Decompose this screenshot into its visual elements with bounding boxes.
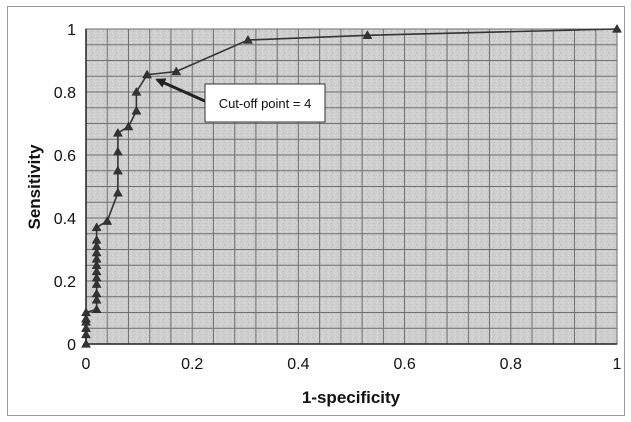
y-tick-label: 0.8 xyxy=(54,85,76,102)
y-axis-title: Sensitivity xyxy=(25,144,44,230)
data-point xyxy=(81,329,91,339)
data-point xyxy=(91,222,102,232)
x-tick-label: 0.2 xyxy=(181,356,203,373)
data-point xyxy=(91,294,102,304)
data-point xyxy=(91,260,102,269)
x-tick-label: 0.6 xyxy=(393,356,415,373)
data-point xyxy=(102,216,113,225)
data-point xyxy=(131,86,142,96)
data-point xyxy=(142,69,152,79)
data-point xyxy=(91,288,102,298)
roc-series xyxy=(81,23,622,348)
data-point xyxy=(171,66,182,76)
y-tick-label: 0.4 xyxy=(54,211,76,228)
x-tick-label: 0.4 xyxy=(287,356,309,373)
callout: Cut-off point = 4 xyxy=(155,78,326,123)
data-point xyxy=(243,35,253,44)
data-point xyxy=(612,23,622,33)
data-point xyxy=(91,235,102,244)
data-point xyxy=(112,165,123,175)
grid xyxy=(85,28,618,345)
data-point xyxy=(362,30,373,39)
data-point xyxy=(81,338,91,348)
y-tick-label: 0.6 xyxy=(54,148,76,165)
x-tick-label: 0.8 xyxy=(500,356,522,373)
data-point xyxy=(81,313,91,323)
x-axis-title: 1-specificity xyxy=(302,388,401,407)
data-point xyxy=(112,146,123,156)
x-tick-label: 1 xyxy=(613,356,622,373)
callout-box xyxy=(204,83,326,123)
x-tick-label: 0 xyxy=(82,356,91,373)
y-tick-label: 1 xyxy=(67,22,76,39)
data-point xyxy=(91,266,102,276)
axes xyxy=(85,29,617,345)
data-point xyxy=(81,307,91,317)
data-point xyxy=(91,272,102,282)
y-tick-labels: 0 0.2 0.4 0.6 0.8 1 xyxy=(54,22,76,354)
data-point xyxy=(91,241,102,250)
y-tick-label: 0.2 xyxy=(54,274,76,291)
data-point xyxy=(112,187,123,197)
data-point xyxy=(91,253,102,263)
callout-arrow xyxy=(155,78,208,104)
data-point xyxy=(91,304,102,313)
data-point xyxy=(91,279,102,288)
data-point xyxy=(81,323,91,332)
data-point xyxy=(123,121,134,131)
data-point xyxy=(131,105,142,115)
y-tick-label: 0 xyxy=(67,337,76,354)
data-point xyxy=(112,127,123,137)
callout-label: Cut-off point = 4 xyxy=(219,96,312,111)
x-tick-labels: 0 0.2 0.4 0.6 0.8 1 xyxy=(82,356,622,373)
data-point xyxy=(91,247,102,257)
